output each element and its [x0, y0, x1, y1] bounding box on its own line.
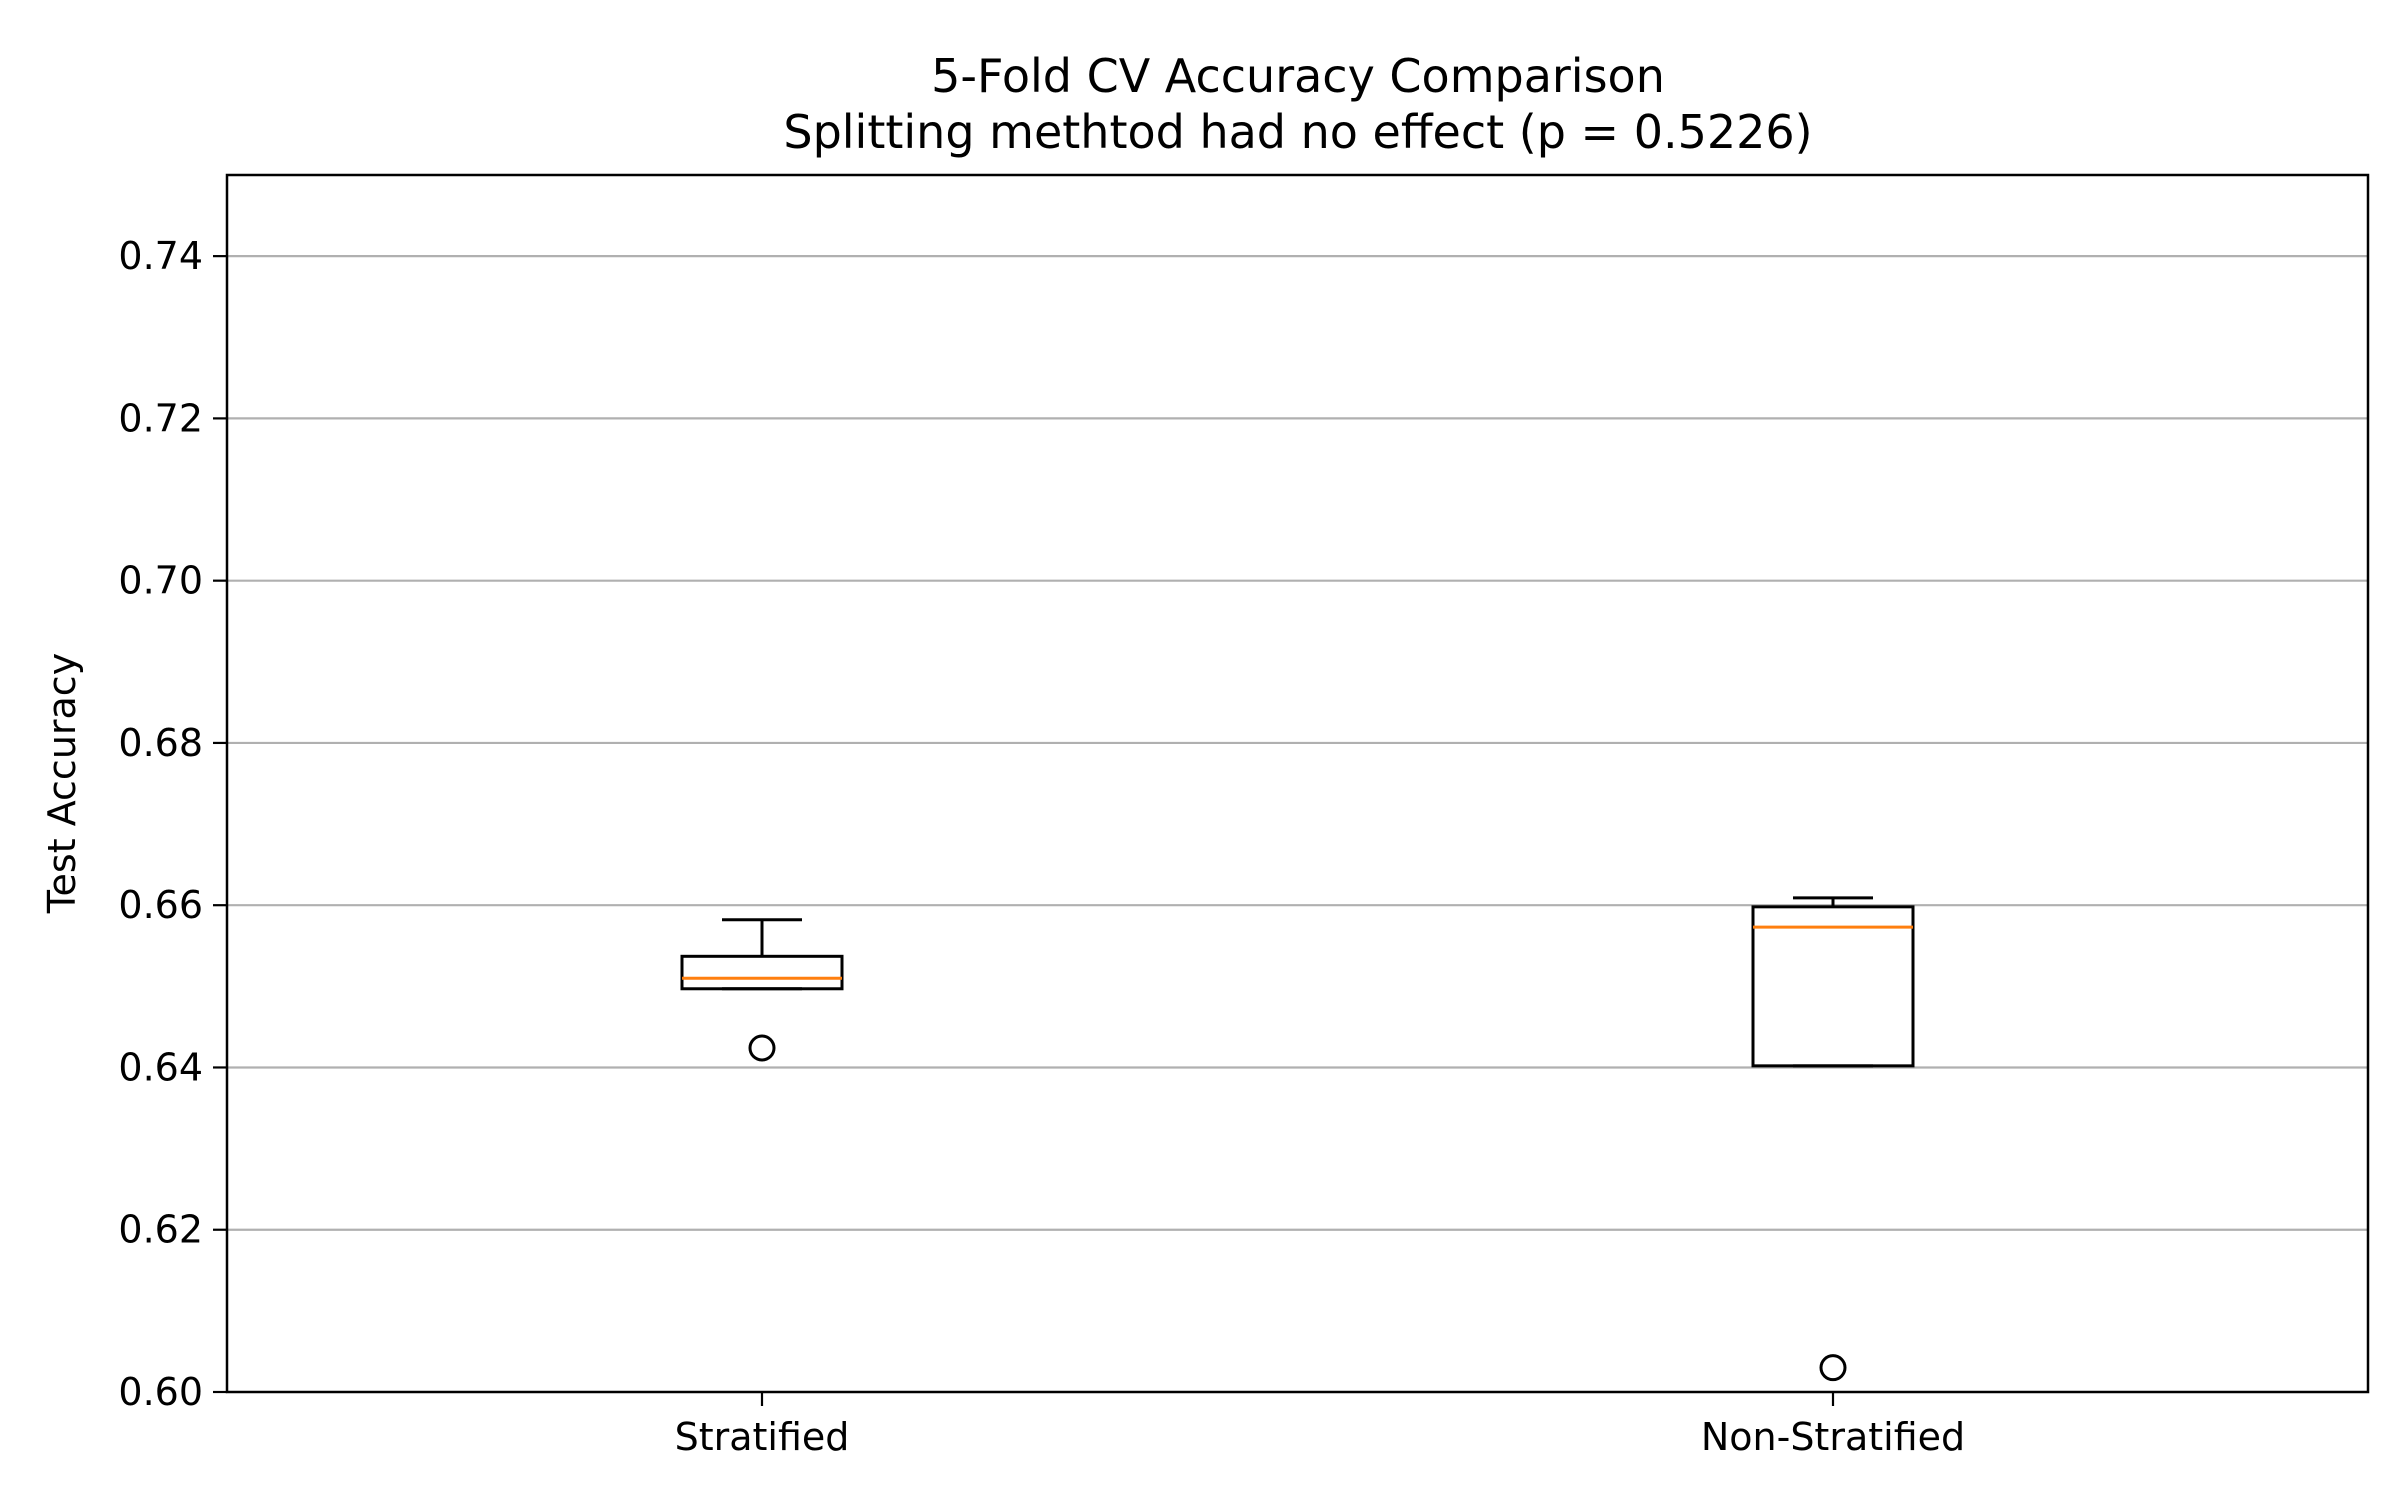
y-tick-label: 0.60	[118, 1370, 203, 1414]
outlier-point	[748, 1034, 776, 1062]
box-non-stratified	[1751, 896, 1915, 1382]
x-tick-label: Non-Stratified	[1701, 1415, 1965, 1459]
gridlines	[227, 255, 2368, 1231]
y-tick-label: 0.66	[118, 883, 203, 927]
x-tick-label: Stratified	[675, 1415, 850, 1459]
iqr-box	[1751, 905, 1915, 1068]
y-axis-label: Test Accuracy	[40, 653, 84, 914]
y-tick-label: 0.68	[118, 721, 203, 765]
plot-frame	[225, 173, 2370, 1394]
iqr-box	[680, 954, 844, 991]
y-tick-label: 0.64	[118, 1045, 203, 1089]
y-axis-ticks: 0.60 0.62 0.64 0.66 0.68 0.70 0.72 0.74	[118, 234, 227, 1414]
y-tick-label: 0.70	[118, 559, 203, 603]
box-series	[680, 896, 1915, 1382]
y-tick-label: 0.74	[118, 234, 203, 278]
box-stratified	[680, 918, 844, 1062]
y-tick-label: 0.72	[118, 396, 203, 440]
chart-subtitle: Splitting methtod had no effect (p = 0.5…	[783, 105, 1812, 159]
x-axis-ticks: Stratified Non-Stratified	[675, 1392, 1965, 1459]
chart-title: 5-Fold CV Accuracy Comparison	[931, 49, 1665, 103]
outlier-point	[1819, 1354, 1847, 1382]
y-tick-label: 0.62	[118, 1208, 203, 1252]
